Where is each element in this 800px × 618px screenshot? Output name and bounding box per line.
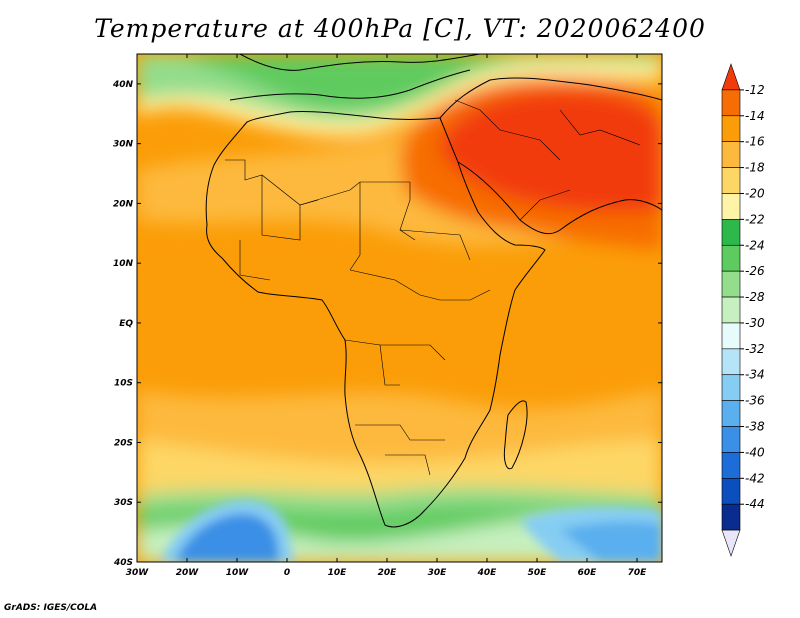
chart-title: Temperature at 400hPa [C], VT: 202006240…	[94, 14, 706, 43]
lon-tick-label: 10E	[328, 568, 348, 578]
lat-tick-label: 30S	[114, 498, 133, 508]
colorbar-label: -20	[745, 186, 765, 200]
field-band-south	[137, 390, 662, 470]
lat-tick-label: 10S	[114, 379, 133, 389]
lat-tick-label: 20S	[114, 438, 133, 448]
colorbar-swatch	[721, 244, 741, 272]
colorbar-label: -44	[745, 497, 765, 511]
colorbar-label: -32	[745, 342, 765, 356]
colorbar-swatch	[721, 374, 741, 401]
lon-tick-label: 60E	[578, 568, 598, 578]
colorbar-swatch	[721, 452, 741, 479]
colorbar-swatch	[721, 219, 741, 246]
lon-tick-label: 50E	[528, 568, 548, 578]
colorbar-swatch	[721, 141, 741, 168]
colorbar-label: -28	[745, 290, 765, 304]
colorbar-swatch	[721, 167, 741, 194]
asia-coast	[439, 77, 662, 119]
madagascar-coast	[503, 400, 528, 470]
temperature-field	[137, 54, 662, 562]
colorbar-swatch	[721, 296, 741, 324]
colorbar-label: -14	[745, 109, 765, 123]
colorbar-swatch	[721, 478, 741, 505]
map-frame	[136, 53, 663, 563]
coastlines	[205, 54, 662, 528]
field-band-south2	[137, 440, 662, 500]
credit-label: GrADS: IGES/COLA	[4, 603, 98, 613]
colorbar-min-triangle	[721, 529, 741, 557]
colorbar-label: -30	[745, 316, 765, 330]
country-borders	[225, 99, 641, 476]
lat-tick-label: 10N	[113, 259, 134, 269]
colorbar-label: -40	[745, 445, 765, 459]
colorbar-max-triangle	[721, 63, 741, 91]
colorbar-label: -12	[745, 83, 765, 97]
colorbar-swatch	[721, 89, 741, 117]
colorbar-swatch	[721, 426, 741, 453]
europe-coast	[239, 54, 481, 71]
colorbar-label: -24	[745, 238, 765, 252]
colorbar-label: -26	[745, 264, 765, 278]
field-deepblue-sw	[175, 513, 280, 562]
field-green-north	[180, 54, 520, 110]
colorbar-label: -36	[745, 394, 765, 408]
lat-tick-label: EQ	[119, 319, 133, 329]
arabia-coast	[457, 161, 662, 235]
lon-tick-label: 20E	[378, 568, 398, 578]
lat-tick-label: 40S	[113, 558, 133, 568]
lon-tick-label: 30E	[428, 568, 448, 578]
axis-ticks: 30W 20W 10W 0 10E 20E 30E 40E 50E 60E 70E 40S 30S 20S…	[112, 54, 662, 578]
colorbar-label: -22	[745, 212, 765, 226]
colorbar-swatch	[721, 503, 741, 531]
lon-tick-label: 70E	[628, 568, 648, 578]
colorbar-label: -38	[745, 420, 765, 434]
colorbar-label: -42	[745, 471, 765, 485]
lon-tick-label: 20W	[176, 568, 200, 578]
lat-tick-label: 20N	[113, 199, 134, 209]
lat-tick-label: 40N	[112, 80, 134, 90]
lon-tick-label: 10W	[226, 568, 250, 578]
field-hot-arabia	[440, 91, 662, 212]
colorbar-label: -34	[745, 368, 765, 382]
africa-coast	[205, 111, 546, 528]
colorbar-swatch	[721, 193, 741, 220]
colorbar-label: -16	[745, 135, 765, 149]
lon-tick-label: 0	[284, 568, 290, 578]
colorbar-swatch	[721, 400, 741, 427]
colorbar-swatch	[721, 322, 741, 350]
colorbar: -12 -14 -16 -18 -20 -22 -24 -26 -28 -30 -32 -34 -36 -…	[721, 63, 765, 557]
field-blue-se2	[560, 521, 662, 562]
colorbar-swatch	[721, 270, 741, 298]
lon-tick-label: 40E	[477, 568, 498, 578]
lat-tick-label: 30N	[113, 140, 134, 150]
colorbar-label: -18	[745, 161, 765, 175]
colorbar-swatch	[721, 348, 741, 376]
colorbar-swatch	[721, 115, 741, 142]
lon-tick-label: 30W	[126, 568, 150, 578]
med-coast	[229, 69, 471, 101]
